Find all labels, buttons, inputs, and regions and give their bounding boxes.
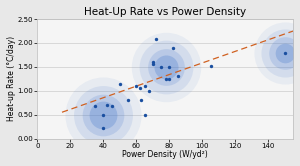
Point xyxy=(164,78,168,80)
Point xyxy=(147,89,152,92)
Point xyxy=(164,66,168,68)
Point xyxy=(104,104,109,106)
Point xyxy=(150,63,155,66)
Point xyxy=(134,85,139,87)
Point xyxy=(101,113,106,116)
Point xyxy=(137,87,142,90)
Point xyxy=(164,66,168,68)
Point xyxy=(170,46,175,49)
Point xyxy=(154,38,158,41)
Point xyxy=(117,82,122,85)
Point xyxy=(142,113,147,116)
Point xyxy=(282,52,287,55)
X-axis label: Power Density (W/yd²): Power Density (W/yd²) xyxy=(122,150,208,159)
Point xyxy=(101,127,106,129)
Point xyxy=(159,66,164,68)
Point xyxy=(101,113,106,116)
Title: Heat-Up Rate vs Power Density: Heat-Up Rate vs Power Density xyxy=(84,7,246,17)
Point xyxy=(164,66,168,68)
Point xyxy=(142,85,147,87)
Point xyxy=(101,113,106,116)
Point xyxy=(208,65,213,67)
Point xyxy=(282,52,287,55)
Point xyxy=(101,113,106,116)
Point xyxy=(101,113,106,116)
Point xyxy=(282,52,287,55)
Point xyxy=(164,66,168,68)
Point xyxy=(282,52,287,55)
Point xyxy=(93,105,98,107)
Point xyxy=(150,61,155,63)
Point xyxy=(167,66,172,68)
Point xyxy=(167,78,172,80)
Y-axis label: Heat-up Rate (°C/day): Heat-up Rate (°C/day) xyxy=(7,36,16,121)
Point xyxy=(109,105,114,107)
Point xyxy=(126,99,130,102)
Point xyxy=(139,99,144,102)
Point xyxy=(175,75,180,78)
Point xyxy=(282,52,287,55)
